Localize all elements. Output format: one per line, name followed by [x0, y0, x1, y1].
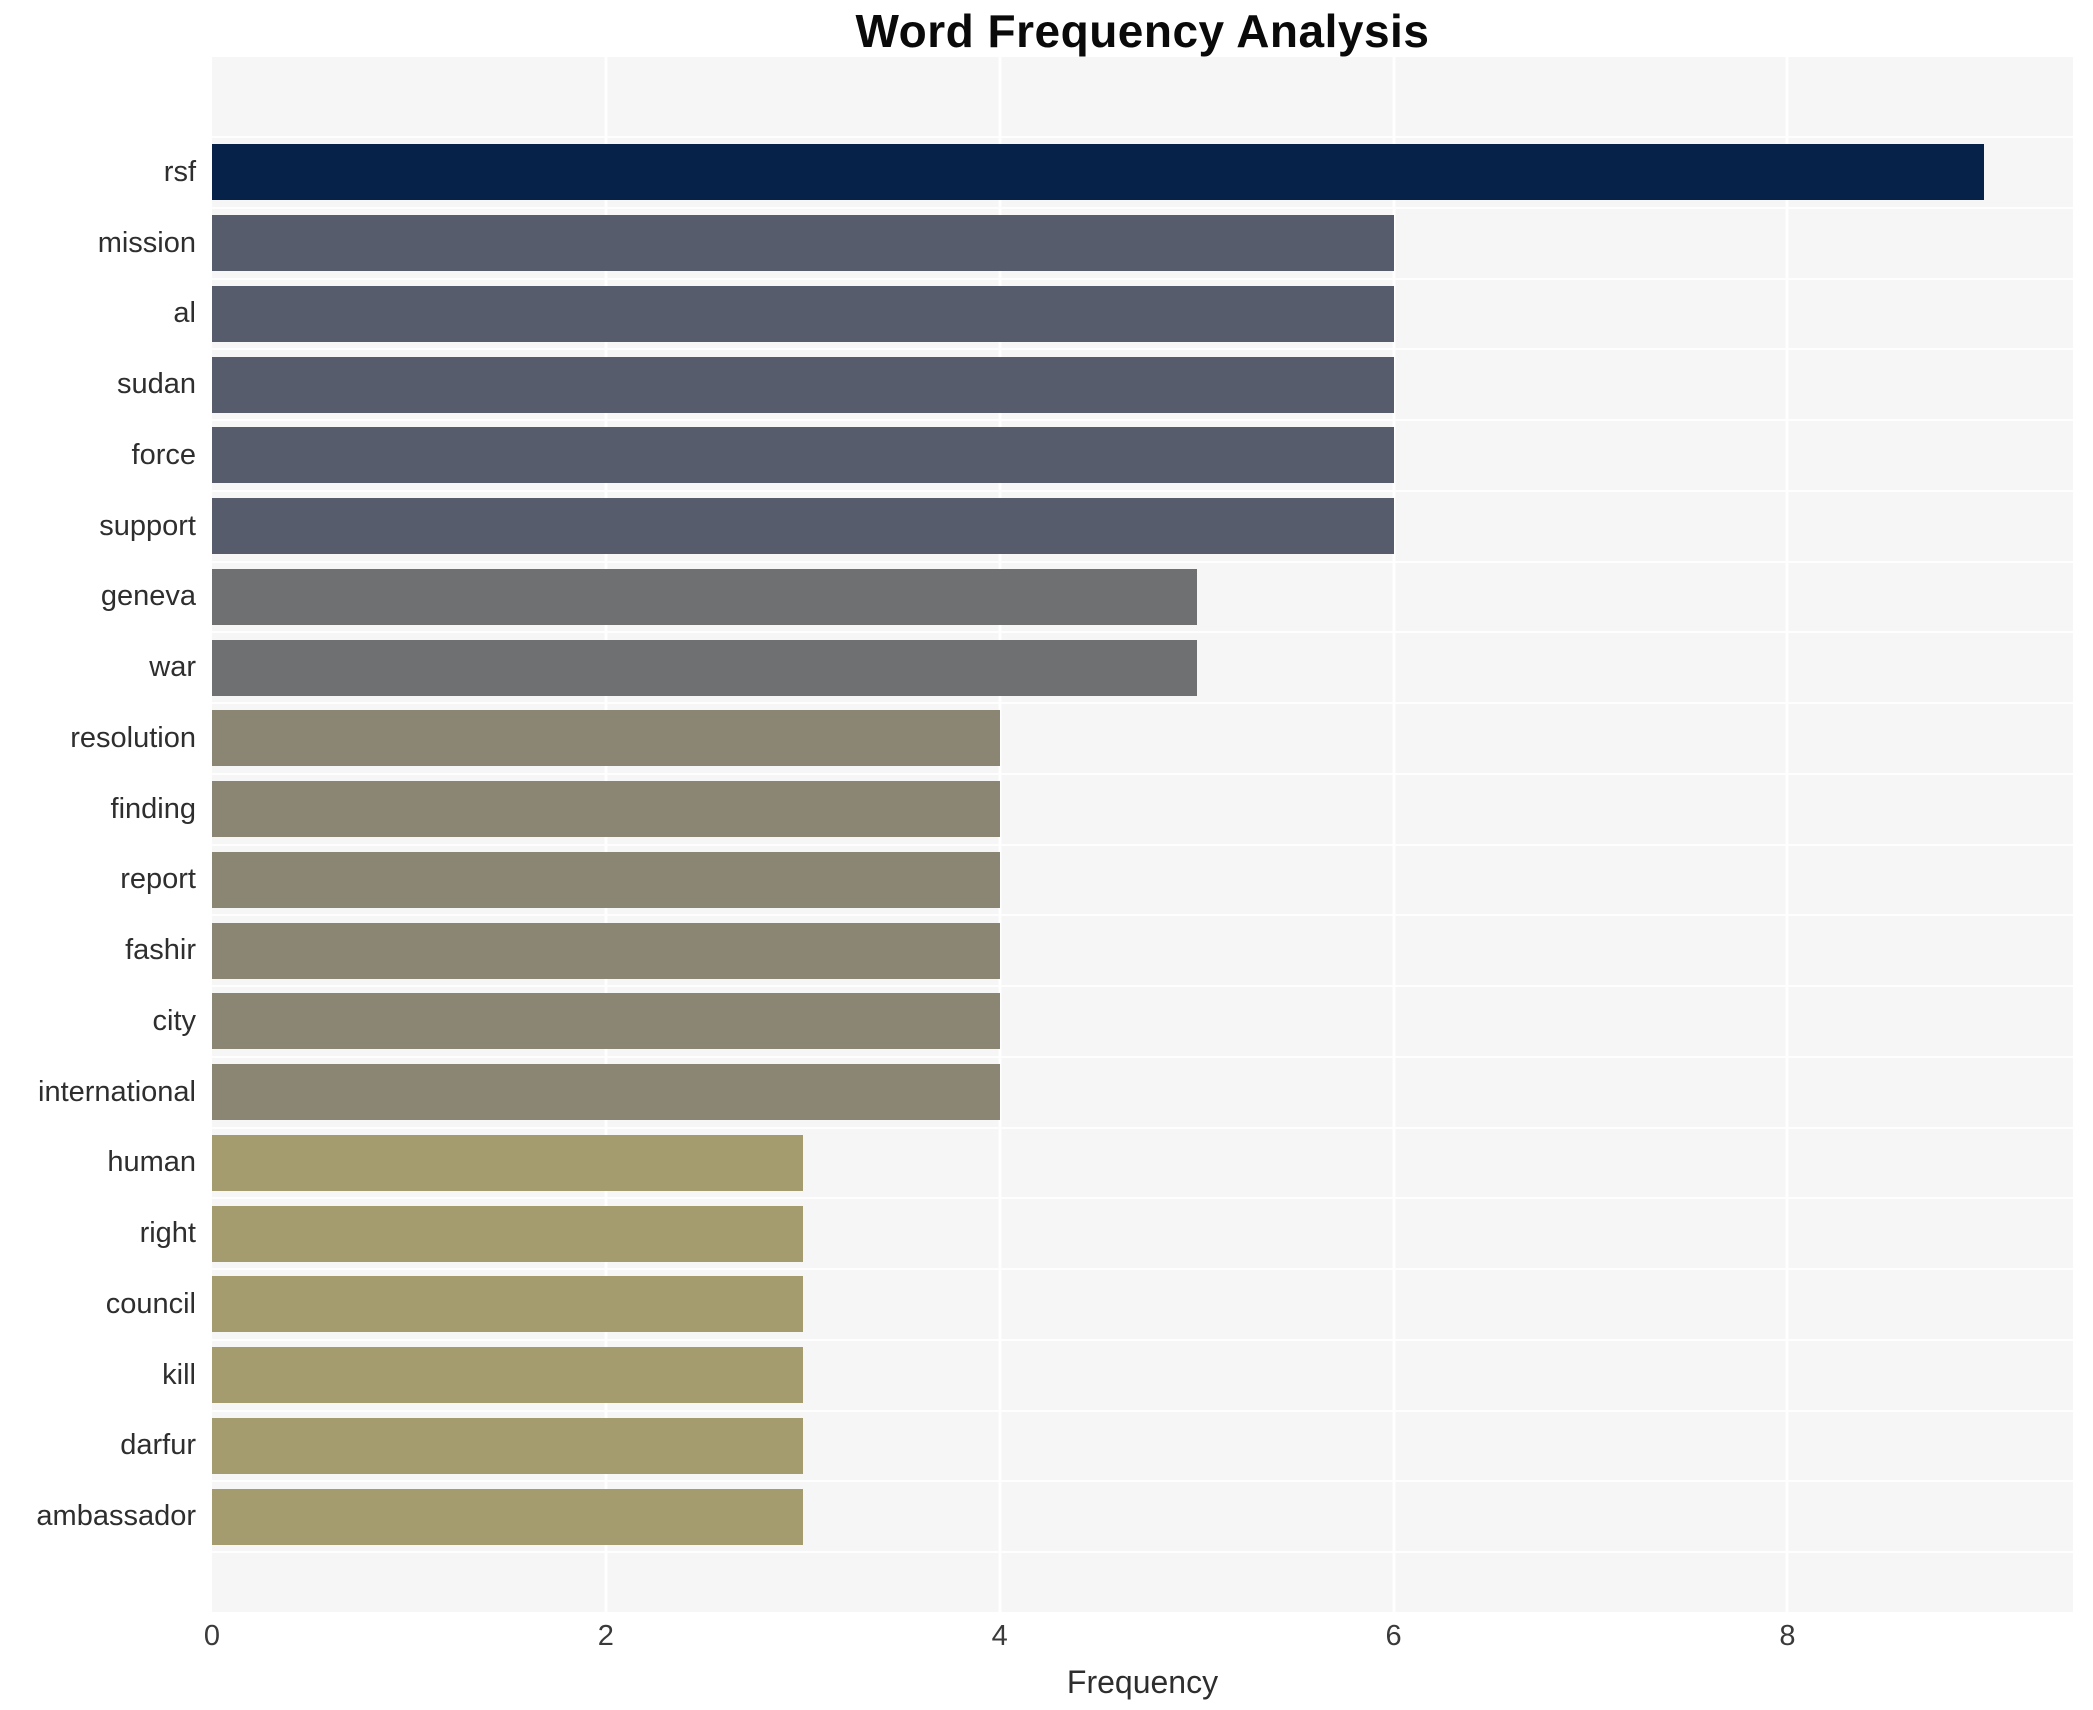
- bar-track: [212, 136, 2073, 209]
- category-label: resolution: [70, 721, 196, 754]
- bar-support: [212, 498, 1394, 555]
- bar-track: [212, 915, 2073, 987]
- bar-track: [212, 420, 2073, 492]
- bar-row: right: [0, 1198, 2073, 1270]
- category-label: fashir: [125, 934, 196, 967]
- bar-track: [212, 1481, 2073, 1553]
- category-label: report: [120, 863, 196, 896]
- bar-row: mission: [0, 208, 2073, 280]
- gridline-x-4: [998, 57, 1002, 1612]
- bar-track: [212, 845, 2073, 916]
- bar-track: [212, 208, 2073, 280]
- category-label: darfur: [120, 1429, 196, 1462]
- bar-geneva: [212, 568, 1197, 625]
- x-tick-label: 0: [203, 1620, 221, 1652]
- bar-resolution: [212, 710, 1000, 767]
- bar-track: [212, 349, 2073, 421]
- bar-track: [212, 1057, 2073, 1129]
- category-label: kill: [162, 1358, 196, 1391]
- bar-track: [212, 774, 2073, 846]
- category-label: international: [38, 1075, 196, 1108]
- x-tick-label: 4: [991, 1620, 1008, 1652]
- category-label: war: [149, 651, 196, 684]
- bar-track: [212, 1128, 2073, 1199]
- bar-row: resolution: [0, 703, 2073, 775]
- bar-council: [212, 1276, 803, 1333]
- category-label: council: [105, 1287, 196, 1320]
- bar-fashir: [212, 922, 1000, 979]
- x-tick-label: 6: [1385, 1620, 1402, 1652]
- bar-track: [212, 703, 2073, 775]
- bar-row: international: [0, 1057, 2073, 1129]
- bar-track: [212, 986, 2073, 1058]
- bar-right: [212, 1205, 803, 1262]
- category-label: geneva: [100, 580, 196, 613]
- bar-track: [212, 632, 2073, 704]
- category-label: force: [131, 438, 196, 471]
- bar-track: [212, 1340, 2073, 1412]
- bar-row: fashir: [0, 915, 2073, 987]
- category-label: city: [152, 1004, 197, 1037]
- x-tick-label: 8: [1779, 1620, 1796, 1652]
- bar-international: [212, 1064, 1000, 1121]
- chart-title: Word Frequency Analysis: [855, 5, 1430, 57]
- bar-sudan: [212, 356, 1394, 413]
- bar-rows-container: rsf mission al sudan force support geneva war re…: [0, 57, 2073, 1612]
- category-label: sudan: [116, 368, 196, 401]
- bar-track: [212, 1198, 2073, 1270]
- gridline-x-8: [1785, 57, 1789, 1612]
- bar-row: rsf: [0, 136, 2073, 209]
- bar-city: [212, 993, 1000, 1050]
- gridline-x-6: [1392, 57, 1396, 1612]
- bar-row: geneva: [0, 562, 2073, 633]
- bar-darfur: [212, 1417, 803, 1474]
- bar-row: al: [0, 279, 2073, 350]
- bar-war: [212, 639, 1197, 696]
- bar-row: sudan: [0, 349, 2073, 421]
- bar-human: [212, 1134, 803, 1191]
- bar-row: kill: [0, 1340, 2073, 1412]
- bar-finding: [212, 781, 1000, 838]
- bar-al: [212, 285, 1394, 342]
- bar-rsf: [212, 144, 1985, 201]
- bar-row: ambassador: [0, 1481, 2073, 1553]
- category-label: mission: [97, 226, 196, 259]
- bar-row: force: [0, 420, 2073, 492]
- category-label: al: [173, 297, 196, 330]
- bar-force: [212, 427, 1394, 484]
- category-label: right: [139, 1217, 196, 1250]
- bar-report: [212, 851, 1000, 908]
- category-label: finding: [110, 792, 196, 825]
- bar-track: [212, 1411, 2073, 1482]
- bar-track: [212, 1269, 2073, 1341]
- bar-row: human: [0, 1128, 2073, 1199]
- bar-row: report: [0, 845, 2073, 916]
- x-axis-title: Frequency: [1066, 1664, 1219, 1700]
- bar-row: war: [0, 632, 2073, 704]
- category-label: human: [107, 1146, 196, 1179]
- bar-row: finding: [0, 774, 2073, 846]
- x-tick-label: 2: [597, 1620, 614, 1652]
- bar-track: [212, 491, 2073, 563]
- bar-track: [212, 562, 2073, 633]
- bar-kill: [212, 1347, 803, 1404]
- bar-row: council: [0, 1269, 2073, 1341]
- category-label: support: [99, 509, 196, 542]
- bar-mission: [212, 215, 1394, 272]
- bar-track: [212, 279, 2073, 350]
- bar-row: support: [0, 491, 2073, 563]
- bar-row: darfur: [0, 1411, 2073, 1482]
- bar-row: city: [0, 986, 2073, 1058]
- bar-ambassador: [212, 1488, 803, 1545]
- category-label: rsf: [163, 155, 196, 188]
- category-label: ambassador: [36, 1500, 196, 1533]
- x-axis: 0 2 4 6 8: [204, 1620, 2073, 1664]
